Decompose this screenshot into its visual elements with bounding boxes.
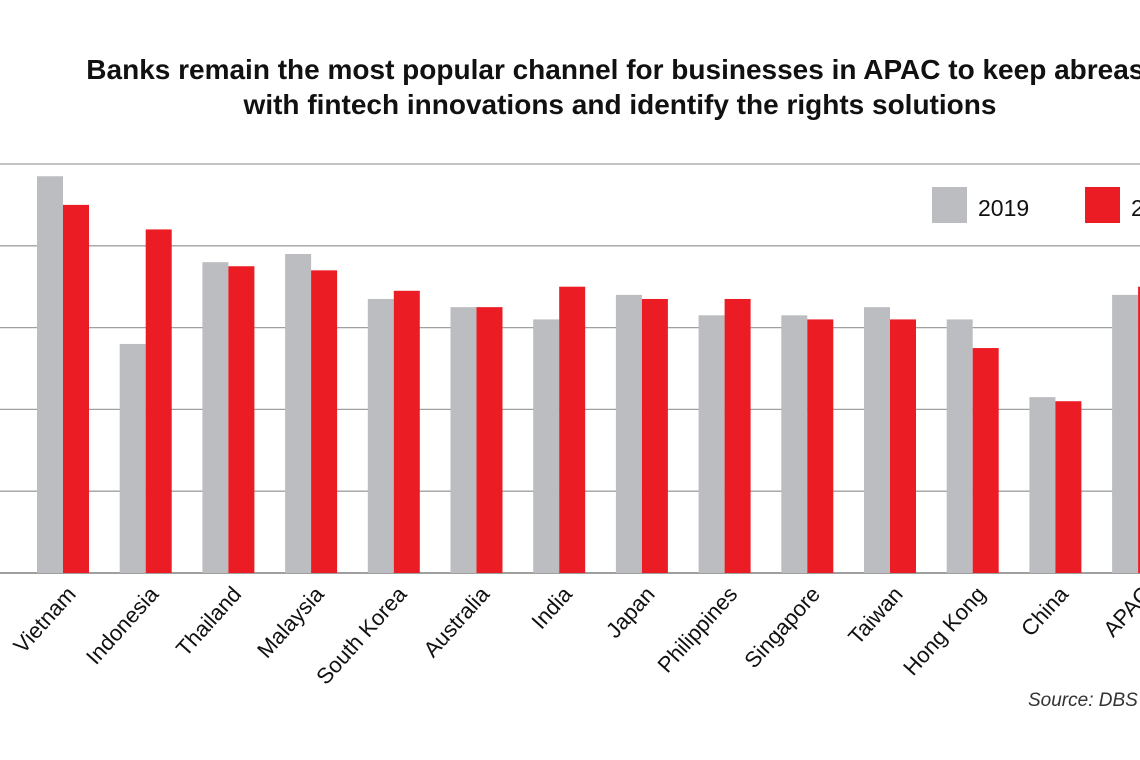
x-tick-label: Malaysia (252, 581, 329, 663)
bar-2019-singapore (781, 315, 808, 573)
x-tick-label: Philippines (653, 582, 743, 678)
bar-2020-japan (641, 298, 668, 573)
bar-2020-thailand (228, 266, 255, 573)
bar-2020-australia (476, 307, 503, 573)
bar-2020-taiwan (890, 319, 916, 573)
bar-2019-australia (450, 307, 477, 573)
bar-2019-china (1029, 397, 1056, 573)
bar-2020-indonesia (145, 229, 172, 573)
source-note: Source: DBS (1028, 690, 1138, 711)
bar-2020-singapore (807, 319, 834, 573)
x-tick-label: Japan (601, 582, 660, 643)
bar-2020-hong-kong (972, 348, 999, 573)
bar-2019-vietnam (37, 176, 63, 573)
bar-2019-hong-kong (946, 319, 973, 573)
x-tick-label: APAC (1098, 582, 1140, 642)
bar-2019-malaysia (285, 253, 312, 574)
x-tick-label: China (1016, 581, 1074, 641)
bar-2019-thailand (202, 262, 229, 573)
bar-2019-japan (615, 294, 642, 573)
x-tick-label: Thailand (171, 582, 246, 661)
x-tick-label: India (526, 581, 577, 634)
bar-2019-india (533, 319, 560, 573)
bar-2020-philippines (724, 298, 751, 573)
bar-2019-indonesia (119, 343, 146, 573)
legend-label-2020: 2020 (1131, 195, 1140, 221)
x-tick-label: Hong Kong (898, 582, 990, 681)
legend-swatch-2019 (932, 187, 967, 223)
x-tick-label: Australia (418, 581, 494, 662)
bar-2020-apac (1138, 286, 1140, 573)
legend-swatch-2020 (1085, 187, 1120, 223)
x-tick-label: Singapore (739, 582, 825, 673)
legend-label-2019: 2019 (978, 195, 1029, 221)
bar-2019-apac (1112, 294, 1139, 573)
bar-2019-south-korea (367, 298, 394, 573)
chart-title-line-1: Banks remain the most popular channel fo… (86, 54, 1140, 85)
bar-2019-philippines (698, 315, 725, 573)
bar-2020-india (559, 286, 586, 573)
chart-title: Banks remain the most popular channel fo… (0, 52, 1140, 122)
x-tick-label: Indonesia (81, 581, 164, 669)
x-tick-label: Vietnam (8, 582, 80, 658)
x-tick-label: Taiwan (843, 582, 907, 650)
bar-2020-china (1055, 401, 1082, 573)
chart-title-line-2: with fintech innovations and identify th… (243, 89, 997, 120)
bar-2019-taiwan (864, 307, 890, 573)
bar-2020-vietnam (63, 204, 89, 573)
bar-2020-malaysia (311, 270, 338, 573)
bar-2020-south-korea (393, 290, 420, 573)
